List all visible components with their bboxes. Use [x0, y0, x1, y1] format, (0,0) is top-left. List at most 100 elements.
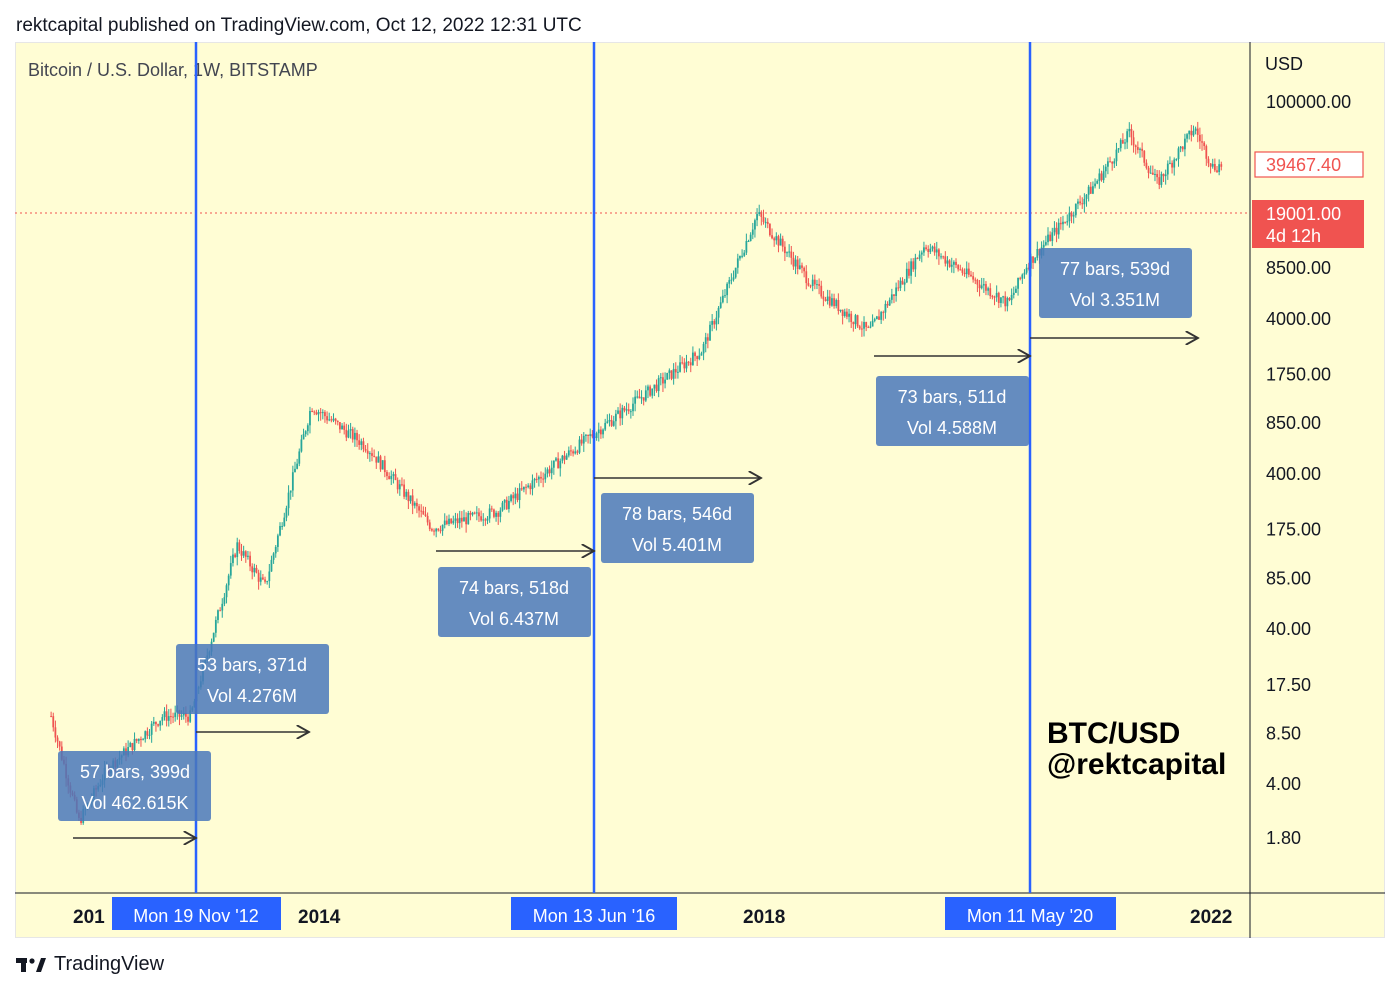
- candle-body: [1042, 244, 1045, 248]
- candle-body: [717, 307, 720, 318]
- candle-body: [760, 212, 763, 217]
- candle-body: [824, 299, 827, 301]
- candle-body: [685, 361, 688, 369]
- candle-body: [739, 255, 741, 259]
- candle-body: [1079, 201, 1081, 204]
- candle-body: [659, 377, 662, 379]
- candle-body: [764, 221, 767, 223]
- measure-box[interactable]: 57 bars, 399d Vol 462.615K: [58, 751, 211, 821]
- candle-body: [1070, 212, 1073, 217]
- candle-body: [1062, 221, 1064, 225]
- measure-bars-text: 57 bars, 399d: [80, 762, 190, 782]
- candle-body: [843, 311, 846, 316]
- candle-body: [751, 229, 754, 235]
- candle-body: [443, 520, 446, 526]
- candle-body: [683, 362, 686, 369]
- candle-body: [959, 269, 962, 271]
- candle-body: [435, 528, 438, 532]
- candle-body: [302, 434, 305, 440]
- measure-bars-text: 73 bars, 511d: [898, 387, 1007, 407]
- candle-body: [957, 265, 960, 270]
- candle-body: [706, 337, 709, 341]
- candle-body: [520, 488, 523, 490]
- measure-box[interactable]: 74 bars, 518d Vol 6.437M: [438, 567, 591, 637]
- candle-body: [938, 249, 940, 257]
- candle-body: [713, 321, 716, 325]
- candle-body: [396, 480, 399, 490]
- candle-body: [612, 421, 615, 426]
- date-label-box: [112, 897, 281, 930]
- candle-body: [745, 241, 748, 253]
- y-tick-label: 4000.00: [1266, 309, 1331, 329]
- candle-body: [131, 743, 134, 751]
- measure-box[interactable]: 53 bars, 371d Vol 4.276M: [176, 644, 329, 714]
- candle-body: [1023, 272, 1026, 275]
- candle-body: [341, 425, 343, 430]
- candle-body: [54, 727, 57, 738]
- candle-body: [253, 567, 256, 573]
- candle-body: [602, 429, 604, 435]
- candle-body: [152, 721, 155, 724]
- candle-body: [636, 396, 639, 398]
- candle-body: [604, 422, 607, 430]
- measure-vol-text: Vol 6.437M: [469, 609, 559, 629]
- candle-body: [952, 261, 955, 265]
- candle-body: [255, 567, 258, 573]
- candle-body: [1000, 297, 1002, 303]
- candle-body: [880, 312, 883, 320]
- measure-box[interactable]: 77 bars, 539d Vol 3.351M: [1039, 248, 1192, 318]
- candle-body: [448, 518, 450, 525]
- candle-body: [912, 261, 915, 270]
- candle-body: [1211, 163, 1214, 167]
- candle-body: [294, 468, 296, 473]
- candle-body: [978, 284, 981, 289]
- candle-body: [582, 435, 585, 444]
- candle-body: [927, 249, 930, 253]
- measure-box[interactable]: 78 bars, 546d Vol 5.401M: [601, 493, 754, 563]
- candle-body: [450, 518, 453, 524]
- candle-body: [1156, 173, 1159, 178]
- candle-body: [283, 517, 286, 526]
- candle-body: [721, 295, 724, 303]
- candle-body: [1203, 142, 1206, 147]
- candle-body: [495, 512, 497, 517]
- candle-body: [589, 434, 592, 436]
- candle-body: [251, 566, 254, 573]
- candle-body: [1154, 173, 1156, 175]
- candle-body: [349, 429, 352, 431]
- candle-body: [931, 246, 934, 249]
- candle-body: [923, 247, 925, 253]
- candle-body: [1124, 142, 1126, 144]
- candle-body: [651, 388, 654, 396]
- candle-body: [597, 429, 600, 434]
- candle-body: [257, 572, 260, 582]
- footer-brand[interactable]: TradingView: [16, 953, 164, 976]
- candle-body: [574, 451, 577, 454]
- candle-body: [484, 519, 487, 521]
- candle-body: [644, 390, 647, 401]
- candle-body: [1044, 242, 1047, 245]
- candle-body: [1119, 140, 1122, 149]
- candle-body: [161, 717, 164, 721]
- candle-body: [890, 294, 893, 300]
- candle-body: [1117, 148, 1120, 150]
- candle-body: [1002, 296, 1004, 298]
- candle-body: [416, 502, 418, 507]
- candle-body: [174, 712, 177, 718]
- candle-body: [1025, 267, 1028, 273]
- chart-frame[interactable]: [15, 42, 1385, 938]
- candle-body: [159, 720, 162, 726]
- x-tick-label: 2014: [298, 907, 341, 928]
- candle-body: [379, 456, 382, 470]
- candle-body: [296, 463, 299, 469]
- candle-body: [309, 410, 311, 426]
- candle-body: [411, 495, 414, 506]
- candle-body: [841, 309, 844, 316]
- candle-body: [189, 710, 192, 722]
- measure-box[interactable]: 73 bars, 511d Vol 4.588M: [876, 376, 1029, 446]
- candle-body: [1207, 158, 1210, 164]
- candle-body: [606, 421, 609, 423]
- candle-body: [758, 212, 761, 215]
- measure-vol-text: Vol 5.401M: [632, 535, 722, 555]
